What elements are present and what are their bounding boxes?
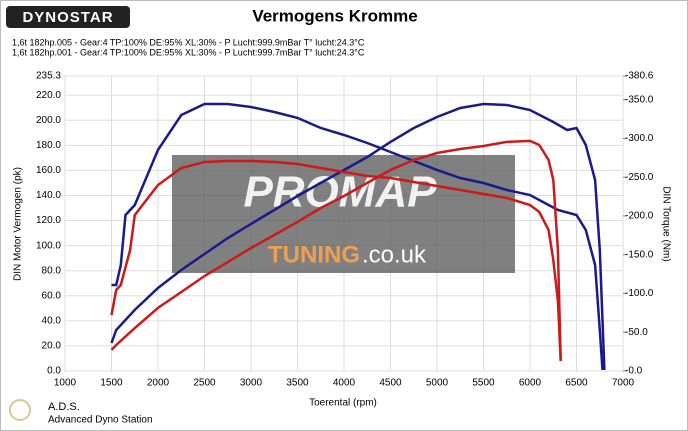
x-tick-label: 1500: [100, 378, 123, 389]
y-tick-label: 235.3: [36, 71, 61, 82]
y2-tick-label: -200.0: [625, 211, 654, 222]
y2-tick-label: -0.0: [625, 366, 643, 377]
watermark: .co.uk: [362, 241, 427, 268]
lines: [110, 102, 606, 371]
y2-tick-label: -380.6: [625, 71, 654, 82]
x-tick-label: 2000: [147, 378, 170, 389]
y2-tick-label: -250.0: [625, 172, 654, 183]
y-tick-label: 220.0: [36, 90, 61, 101]
y2-tick-label: -300.0: [625, 133, 654, 144]
y2-tick-label: -150.0: [625, 249, 654, 260]
y-tick-label: 0.0: [47, 366, 61, 377]
x-tick-label: 6000: [519, 378, 542, 389]
series-line: [110, 102, 606, 371]
series-line: [110, 159, 562, 362]
logo-box: [6, 6, 130, 28]
y-tick-label: 40.0: [42, 315, 62, 326]
y-tick-label: 20.0: [42, 341, 62, 352]
x-tick-label: 4000: [333, 378, 356, 389]
footer-title: A.D.S.: [48, 401, 80, 413]
x-tick-label: 7000: [612, 378, 635, 389]
run-label: 1,6t 182hp.001 - Gear:4 TP:100% DE:95% X…: [12, 47, 365, 57]
y2-tick-label: -350.0: [625, 94, 654, 105]
chart-title: Vermogens Kromme: [252, 6, 417, 25]
y2-tick-label: -100.0: [625, 288, 654, 299]
footer-subtitle: Advanced Dyno Station: [48, 415, 153, 426]
series-line: [111, 102, 604, 371]
y-tick-label: 200.0: [36, 115, 61, 126]
x-tick-label: 2500: [193, 378, 216, 389]
x-tick-label: 3000: [240, 378, 263, 389]
x-tick-label: 5500: [472, 378, 495, 389]
x-tick-label: 6500: [565, 378, 588, 389]
y-tick-label: 140.0: [36, 190, 61, 201]
y-tick-label: 180.0: [36, 140, 61, 151]
watermark: TUNING: [268, 241, 360, 268]
x-axis-label: Toerental (rpm): [309, 398, 377, 409]
y-tick-label: 80.0: [42, 265, 62, 276]
logo: DYNOSTAR: [22, 9, 113, 26]
series-line: [110, 139, 562, 361]
run-label: 1,6t 182hp.005 - Gear:4 TP:100% DE:95% X…: [12, 37, 365, 47]
footer-logo: [9, 399, 31, 421]
y-tick-label: 60.0: [42, 290, 62, 301]
watermark-box: [172, 155, 515, 273]
y-tick-label: 120.0: [36, 215, 61, 226]
y-axis-label: DIN Motor Vermogen (pk): [13, 167, 24, 281]
y2-axis-label: DIN Torque (Nm): [660, 186, 671, 261]
y-tick-label: 100.0: [36, 240, 61, 251]
y-tick-label: 160.0: [36, 165, 61, 176]
y2-tick-label: -50.0: [625, 327, 648, 338]
x-tick-label: 1000: [54, 378, 77, 389]
x-tick-label: 3500: [286, 378, 309, 389]
x-tick-label: 5000: [426, 378, 449, 389]
x-tick-label: 4500: [379, 378, 402, 389]
watermark: PROMAP: [243, 168, 437, 217]
